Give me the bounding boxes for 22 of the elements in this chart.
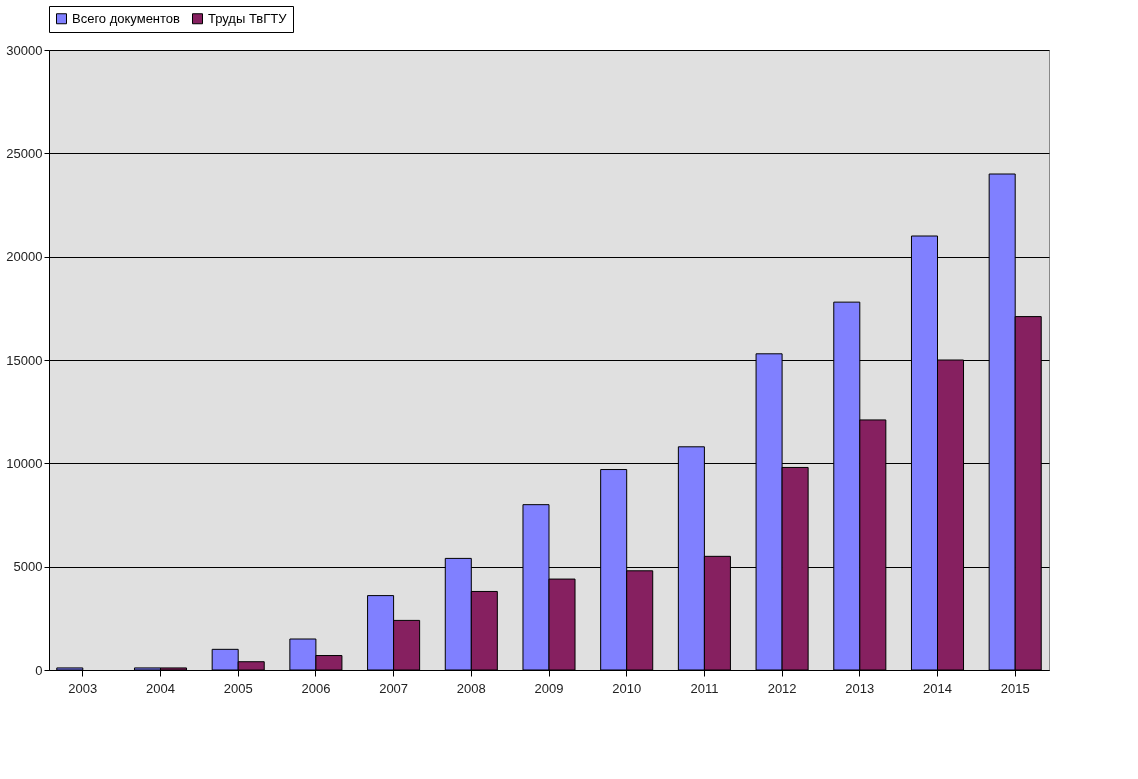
x-tick-label: 2006 bbox=[301, 680, 331, 696]
y-tick-label: 20000 bbox=[6, 249, 43, 265]
x-tick-label: 2010 bbox=[612, 680, 642, 696]
y-tick-label: 0 bbox=[35, 662, 43, 678]
x-tick-label: 2003 bbox=[68, 680, 98, 696]
legend-label: Всего документов bbox=[72, 10, 181, 26]
x-tick-label: 2007 bbox=[379, 680, 409, 696]
x-tick-label: 2004 bbox=[146, 680, 175, 696]
x-tick-label: 2009 bbox=[534, 680, 564, 696]
y-tick-label: 30000 bbox=[6, 42, 43, 58]
x-tick-label: 2014 bbox=[923, 680, 952, 696]
x-tick-label: 2015 bbox=[1000, 680, 1030, 696]
legend-label: Труды ТвГТУ bbox=[208, 10, 288, 26]
x-tick-label: 2011 bbox=[690, 680, 719, 696]
y-tick-label: 10000 bbox=[6, 455, 43, 471]
x-tick-label: 2012 bbox=[767, 680, 797, 696]
y-tick-label: 5000 bbox=[13, 559, 43, 575]
x-tick-label: 2005 bbox=[223, 680, 253, 696]
y-tick-label: 15000 bbox=[6, 352, 43, 368]
x-tick-label: 2013 bbox=[845, 680, 875, 696]
y-tick-label: 25000 bbox=[6, 145, 43, 161]
x-tick-label: 2008 bbox=[456, 680, 486, 696]
